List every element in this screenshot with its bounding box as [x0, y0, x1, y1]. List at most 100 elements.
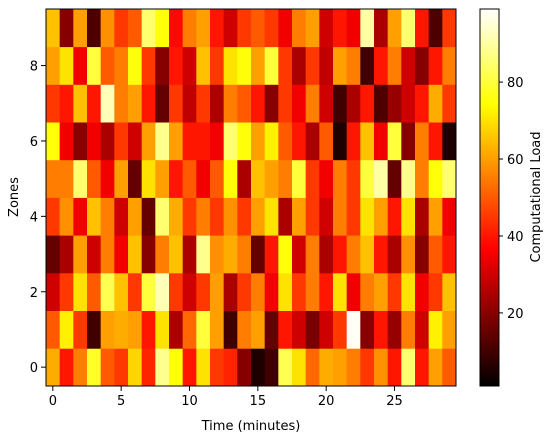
colorbar-tick-label: 20 [507, 307, 524, 322]
heatmap-cell [46, 235, 61, 274]
heatmap-cell [141, 197, 156, 236]
heatmap-cell [264, 122, 279, 161]
heatmap-cell [210, 348, 225, 387]
heatmap-cell [360, 159, 375, 198]
heatmap-cell [360, 348, 375, 387]
heatmap-cell [100, 272, 115, 311]
heatmap-cell [415, 84, 430, 123]
heatmap-cell [128, 235, 143, 274]
heatmap-cell [141, 159, 156, 198]
heatmap-cell [182, 235, 197, 274]
heatmap-cell [87, 84, 102, 123]
heatmap-cell [346, 159, 361, 198]
heatmap-cell [73, 272, 88, 311]
heatmap-cell [223, 122, 238, 161]
heatmap-cell [333, 159, 348, 198]
heatmap-cell [155, 235, 170, 274]
heatmap-cell [305, 310, 320, 349]
heatmap-cell [415, 46, 430, 85]
heatmap-cell [182, 310, 197, 349]
heatmap-cell [128, 9, 143, 48]
heatmap-cell [196, 310, 211, 349]
heatmap-cell [428, 159, 443, 198]
heatmap-cell [59, 310, 74, 349]
heatmap-cell [155, 159, 170, 198]
heatmap-cell [100, 46, 115, 85]
heatmap-cell [196, 348, 211, 387]
heatmap-cell [196, 9, 211, 48]
heatmap-cell [292, 310, 307, 349]
heatmap-cell [87, 122, 102, 161]
heatmap-cell [278, 46, 293, 85]
heatmap-cell [305, 272, 320, 311]
heatmap-cell [442, 348, 457, 387]
heatmap-cell [442, 159, 457, 198]
heatmap-cell [210, 310, 225, 349]
heatmap-cell [292, 348, 307, 387]
heatmap-cell [401, 84, 416, 123]
heatmap-cell [415, 235, 430, 274]
colorbar-tick-label: 80 [507, 76, 524, 91]
heatmap-cell [210, 46, 225, 85]
heatmap-cell [428, 84, 443, 123]
heatmap-cell [87, 235, 102, 274]
heatmap-cell [305, 235, 320, 274]
heatmap-cell [155, 272, 170, 311]
heatmap-cell [360, 235, 375, 274]
heatmap-cell [442, 84, 457, 123]
y-axis-label: Zones [7, 177, 22, 217]
heatmap-cell [292, 159, 307, 198]
heatmap-cell [442, 122, 457, 161]
heatmap-cell [114, 235, 129, 274]
heatmap-cell [223, 272, 238, 311]
heatmap-cell [415, 159, 430, 198]
heatmap-cell [428, 122, 443, 161]
heatmap-cell [237, 46, 252, 85]
heatmap-cell [210, 84, 225, 123]
heatmap-cell [223, 235, 238, 274]
heatmap-cell [319, 235, 334, 274]
heatmap-cell [428, 46, 443, 85]
heatmap-cell [59, 159, 74, 198]
heatmap-cell [182, 348, 197, 387]
heatmap-cell [73, 9, 88, 48]
heatmap-cell [128, 84, 143, 123]
heatmap-cell [292, 197, 307, 236]
heatmap-cell [73, 310, 88, 349]
heatmap-cell [155, 122, 170, 161]
heatmap-cell [141, 235, 156, 274]
heatmap-cells [46, 9, 457, 387]
heatmap-cell [251, 46, 266, 85]
heatmap-cell [333, 348, 348, 387]
heatmap-cell [87, 159, 102, 198]
heatmap-cell [210, 235, 225, 274]
heatmap-cell [401, 122, 416, 161]
heatmap-cell [210, 122, 225, 161]
heatmap-cell [442, 272, 457, 311]
heatmap-cell [210, 272, 225, 311]
heatmap-cell [196, 122, 211, 161]
heatmap-cell [182, 159, 197, 198]
y-tick-label: 4 [30, 210, 38, 225]
heatmap-cell [169, 9, 184, 48]
heatmap-cell [237, 348, 252, 387]
heatmap-cell [264, 272, 279, 311]
heatmap-cell [155, 46, 170, 85]
heatmap-cell [237, 310, 252, 349]
heatmap-cell [128, 310, 143, 349]
heatmap-cell [169, 84, 184, 123]
heatmap-cell [141, 310, 156, 349]
heatmap-cell [196, 46, 211, 85]
heatmap-cell [346, 84, 361, 123]
y-tick-label: 2 [30, 286, 38, 301]
heatmap-cell [305, 9, 320, 48]
heatmap-cell [401, 272, 416, 311]
y-axis: 0 2 4 6 8 [30, 60, 46, 376]
x-tick-label: 0 [49, 394, 57, 409]
heatmap-cell [46, 9, 61, 48]
heatmap-cell [428, 310, 443, 349]
heatmap-cell [278, 197, 293, 236]
heatmap-cell [387, 235, 402, 274]
y-tick-label: 8 [30, 60, 38, 75]
heatmap-cell [305, 46, 320, 85]
